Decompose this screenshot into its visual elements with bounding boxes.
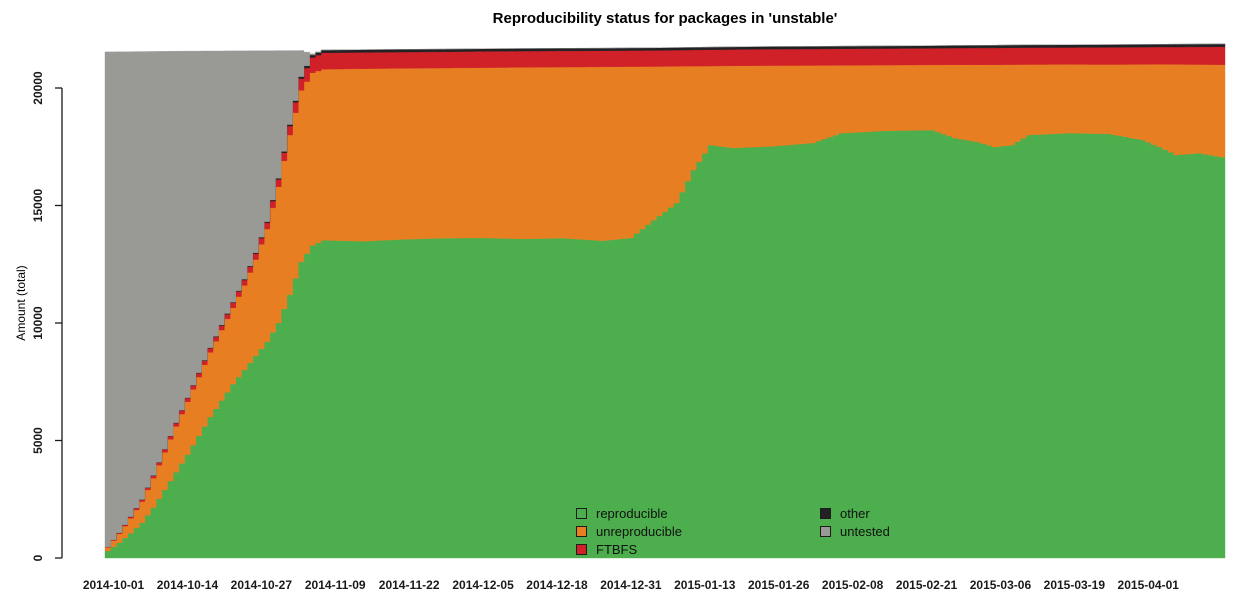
legend-item-other: other (820, 506, 890, 521)
reproducible-swatch-icon (576, 508, 587, 519)
y-tick-label: 20000 (31, 71, 45, 105)
legend-item-reproducible: reproducible (576, 506, 682, 521)
legend-column-2: other untested (820, 506, 890, 557)
legend-item-untested: untested (820, 524, 890, 539)
x-tick-label: 2014-12-31 (600, 578, 662, 592)
x-tick-label: 2014-12-05 (452, 578, 514, 592)
unreproducible-swatch-icon (576, 526, 587, 537)
other-swatch-icon (820, 508, 832, 519)
y-tick-label: 10000 (31, 306, 45, 340)
legend-label-unreproducible: unreproducible (596, 524, 683, 539)
x-tick-label: 2015-03-06 (970, 578, 1032, 592)
legend-label-other: other (840, 506, 870, 521)
legend-label-untested: untested (840, 524, 890, 539)
x-tick-label: 2014-11-09 (305, 578, 366, 592)
legend-item-ftbfs: FTBFS (576, 542, 682, 557)
legend-label-ftbfs: FTBFS (596, 542, 638, 557)
legend-label-reproducible: reproducible (596, 506, 668, 521)
x-tick-label: 2015-02-21 (896, 578, 958, 592)
ftbfs-swatch-icon (576, 544, 587, 555)
x-tick-label: 2014-10-01 (83, 578, 145, 592)
legend-column-1: reproducible unreproducible FTBFS (576, 506, 682, 557)
x-tick-label: 2015-04-01 (1118, 578, 1180, 592)
legend-item-unreproducible: unreproducible (576, 524, 682, 539)
x-tick-label: 2015-03-19 (1044, 578, 1106, 592)
x-tick-label: 2015-02-08 (822, 578, 884, 592)
area-untested (104, 43, 1225, 547)
y-tick-label: 5000 (31, 427, 45, 454)
x-tick-label: 2014-12-18 (526, 578, 588, 592)
x-tick-label: 2015-01-26 (748, 578, 810, 592)
y-tick-label: 15000 (31, 188, 45, 222)
untested-swatch-icon (820, 526, 832, 537)
x-tick-label: 2014-10-27 (231, 578, 293, 592)
chart-title: Reproducibility status for packages in '… (492, 10, 838, 27)
x-tick-label: 2015-01-13 (674, 578, 736, 592)
x-tick-label: 2014-11-22 (379, 578, 440, 592)
legend: reproducible unreproducible FTBFS other … (576, 506, 890, 557)
x-tick-label: 2014-10-14 (157, 578, 219, 592)
y-axis-title: Amount (total) (14, 265, 28, 341)
y-tick-label: 0 (31, 554, 45, 561)
